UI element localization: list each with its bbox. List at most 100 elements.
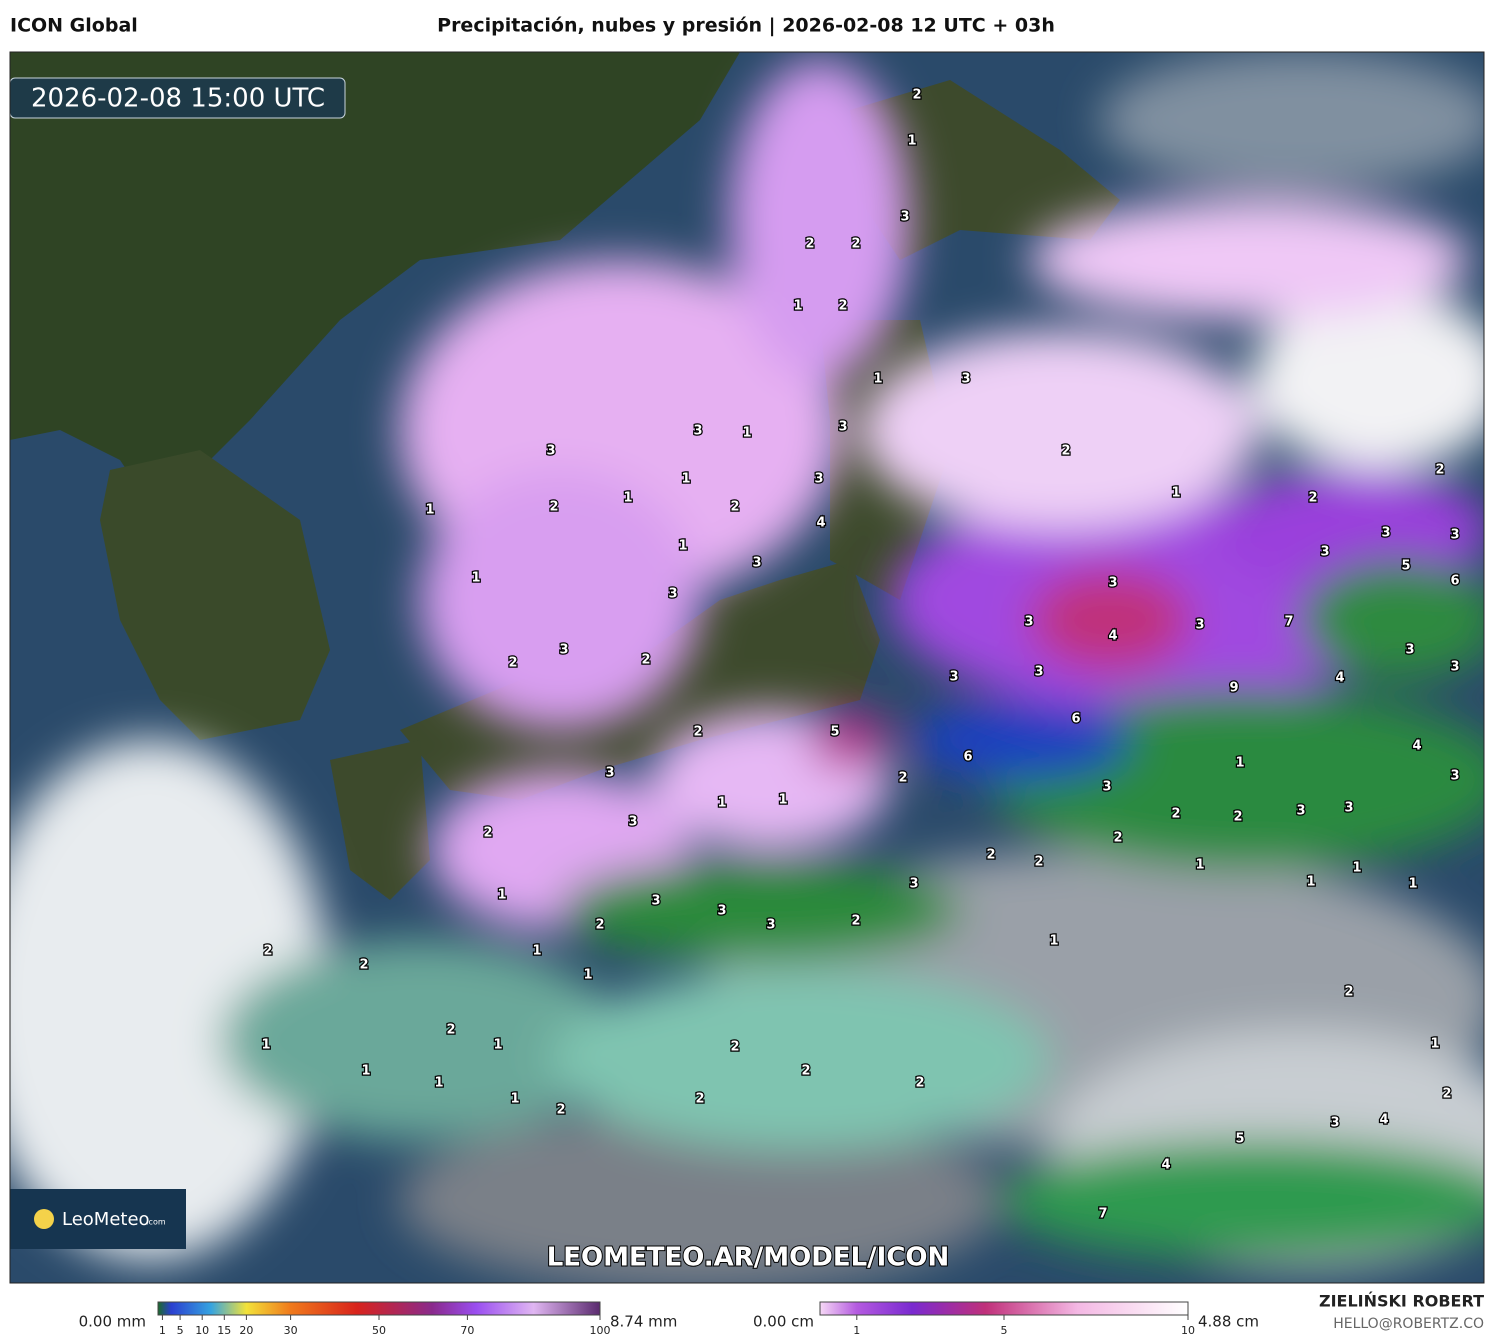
map-value: 4 [1412, 739, 1421, 754]
map-value: 3 [1330, 1116, 1339, 1131]
model-name: ICON Global [10, 15, 138, 37]
map-value: 2 [801, 1064, 810, 1079]
map-value: 4 [1379, 1113, 1388, 1128]
map-value: 2 [1308, 491, 1317, 506]
map-value: 1 [261, 1038, 270, 1053]
logo-suffix: .com [146, 1218, 166, 1227]
map-value: 2 [695, 1092, 704, 1107]
map-value: 3 [1450, 769, 1459, 784]
map-value: 2 [508, 656, 517, 671]
author: ZIELIŃSKI ROBERT [1319, 1292, 1484, 1311]
map-value: 3 [668, 587, 677, 602]
map-value: 1 [1235, 756, 1244, 771]
map-value: 3 [900, 210, 909, 225]
colorbar-tick-label: 5 [177, 1324, 184, 1337]
map-value: 1 [361, 1064, 370, 1079]
logo-name: LeoMeteo [62, 1209, 150, 1230]
map-value: 2 [549, 500, 558, 515]
map-value: 3 [949, 670, 958, 685]
cloud-min: 0.00 cm [753, 1313, 814, 1331]
colorbar-tick-label: 10 [1181, 1324, 1195, 1337]
map-value: 1 [497, 888, 506, 903]
map: 2026-02-08 15:00 UTC 2 1 3 2 2 1 2 1 3 3 1 3 3 1 3 1 2 2 1… [10, 52, 1484, 1283]
map-value: 1 [1171, 486, 1180, 501]
map-value: 3 [717, 904, 726, 919]
map-value: 1 [681, 472, 690, 487]
map-value: 3 [1102, 780, 1111, 795]
map-value: 2 [986, 848, 995, 863]
map-value: 1 [717, 796, 726, 811]
map-value: 3 [559, 643, 568, 658]
colorbar-tick-label: 15 [217, 1324, 231, 1337]
map-value: 1 [793, 299, 802, 314]
map-value: 2 [838, 299, 847, 314]
map-value: 3 [752, 556, 761, 571]
map-value: 2 [1061, 444, 1070, 459]
map-value: 1 [1306, 875, 1315, 890]
map-value: 3 [909, 877, 918, 892]
map-value: 9 [1229, 681, 1238, 696]
map-value: 2 [641, 653, 650, 668]
map-value: 3 [1024, 615, 1033, 630]
map-value: 2 [912, 88, 921, 103]
map-value: 2 [1442, 1087, 1451, 1102]
map-value: 3 [1195, 618, 1204, 633]
map-value: 2 [359, 958, 368, 973]
watermark: LEOMETEO.AR/MODEL/ICON [547, 1243, 950, 1273]
map-value: 5 [1401, 559, 1410, 574]
map-value: 6 [1071, 712, 1080, 727]
map-value: 1 [778, 793, 787, 808]
map-value: 1 [907, 134, 916, 149]
colorbar-tick-label: 30 [284, 1324, 298, 1337]
map-value: 2 [1034, 855, 1043, 870]
map-labels: 2 1 3 2 2 1 2 1 3 3 1 3 3 1 3 1 2 2 1 4 2 1 2 2 1 3 1 3 3 3 4 3 3 3 3 5 6 7 3 2… [260, 86, 1461, 1223]
map-value: 7 [1284, 615, 1293, 630]
email: HELLO@ROBERTZ.CO [1333, 1316, 1484, 1332]
map-value: 2 [556, 1103, 565, 1118]
map-value: 3 [651, 894, 660, 909]
precip-colorbar [157, 1301, 601, 1316]
map-value: 3 [693, 424, 702, 439]
map-value: 1 [742, 426, 751, 441]
colorbar-tick-label: 100 [590, 1324, 611, 1337]
map-value: 7 [1098, 1207, 1107, 1222]
map-value: 5 [830, 725, 839, 740]
colorbar-tick-label: 1 [159, 1324, 166, 1337]
map-value: 4 [1108, 629, 1117, 644]
timestamp-box [10, 77, 346, 119]
map-value: 3 [766, 918, 775, 933]
map-value: 1 [471, 571, 480, 586]
map-value: 3 [1320, 545, 1329, 560]
map-value: 1 [1408, 877, 1417, 892]
map-value: 4 [1335, 671, 1344, 686]
map-value: 2 [898, 771, 907, 786]
map-value: 3 [1034, 665, 1043, 680]
map-value: 2 [263, 944, 272, 959]
map-value: 2 [1435, 463, 1444, 478]
cloud-max: 4.88 cm [1198, 1313, 1259, 1331]
map-value: 1 [678, 539, 687, 554]
map-value: 3 [1450, 528, 1459, 543]
colorbar-tick-label: 10 [195, 1324, 209, 1337]
map-value: 6 [1450, 574, 1459, 589]
map-value: 3 [838, 420, 847, 435]
map-value: 1 [425, 503, 434, 518]
map-value: 2 [805, 237, 814, 252]
colorbar-tick-label: 50 [372, 1324, 386, 1337]
colorbar-ticks: 1 5 10 15 20 30 50 70 100 1 5 10 [159, 1315, 1195, 1337]
map-value: 1 [434, 1076, 443, 1091]
colorbar-tick-label: 70 [460, 1324, 474, 1337]
cloud-colorbar [819, 1301, 1189, 1316]
map-value: 1 [873, 372, 882, 387]
map-frame [9, 51, 1485, 1284]
map-value: 3 [1108, 576, 1117, 591]
map-value: 1 [1352, 861, 1361, 876]
map-value: 2 [730, 1040, 739, 1055]
precip-min: 0.00 mm [79, 1313, 146, 1331]
logo-sun [34, 1209, 54, 1229]
map-value: 2 [693, 725, 702, 740]
map-value: 1 [1430, 1037, 1439, 1052]
map-value: 2 [1171, 807, 1180, 822]
map-value: 2 [1233, 810, 1242, 825]
map-value: 2 [1344, 985, 1353, 1000]
